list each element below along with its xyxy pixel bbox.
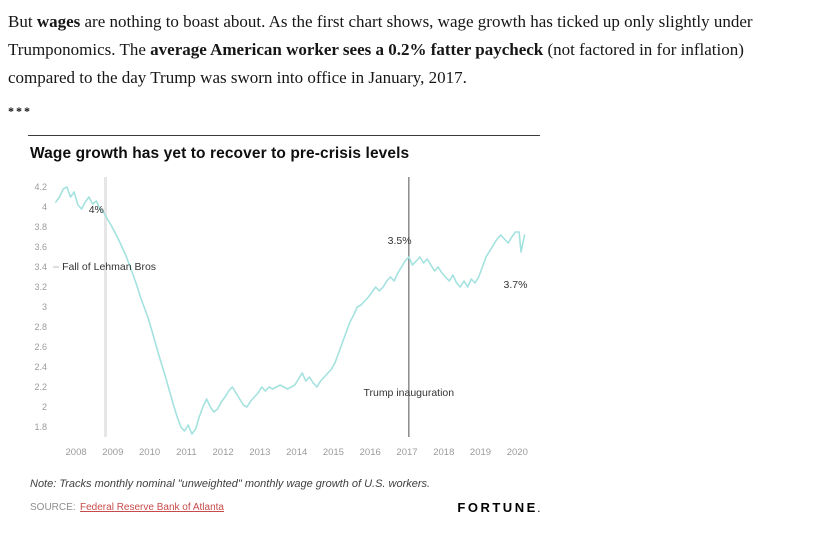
x-tick-label: 2020 (507, 447, 528, 458)
fortune-logo-text: FORTUNE (457, 500, 538, 515)
x-tick-label: 2018 (433, 447, 454, 458)
y-tick-label: 3 (42, 302, 47, 312)
y-tick-label: 1.8 (34, 422, 47, 432)
source-link[interactable]: Federal Reserve Bank of Atlanta (80, 502, 224, 513)
intro-text: (not factored in for inflation) compared… (8, 40, 744, 87)
brand-mark: . (537, 505, 540, 514)
x-tick-label: 2015 (323, 447, 344, 458)
x-tick-label: 2012 (213, 447, 234, 458)
x-tick-label: 2009 (102, 447, 123, 458)
wage-growth-line-chart: 4.2 4 3.8 3.6 3.4 3.2 3 2.8 2.6 2.4 2.2 2 1.8 2008 200… (34, 177, 528, 458)
fortune-logo: FORTUNE. (457, 500, 540, 515)
annotation-three-point-five-percent: 3.5% (388, 235, 412, 247)
y-tick-label: 2.2 (34, 382, 47, 392)
annotation-fall-of-lehman-bros: Fall of Lehman Bros (62, 261, 156, 273)
intro-text: are nothing to boast about. As the first… (8, 12, 753, 59)
intro-bold-text: average American worker sees a 0.2% fatt… (150, 40, 544, 59)
x-tick-label: 2014 (286, 447, 307, 458)
annotation-three-point-seven-percent: 3.7% (504, 279, 528, 291)
intro-bold-text: wages (36, 12, 81, 31)
y-tick-label: 2.4 (34, 362, 47, 372)
y-tick-label: 4.2 (34, 182, 47, 192)
y-tick-label: 3.6 (34, 242, 47, 252)
y-tick-label: 2 (42, 402, 47, 412)
y-tick-label: 3.4 (34, 262, 47, 272)
annotation-trump-inauguration: Trump inauguration (363, 387, 454, 399)
source-line: SOURCE: Federal Reserve Bank of Atlanta (30, 497, 224, 515)
y-tick-label: 2.8 (34, 322, 47, 332)
x-tick-label: 2008 (66, 447, 87, 458)
chart-note: Note: Tracks monthly nominal "unweighted… (30, 478, 431, 490)
x-tick-label: 2016 (360, 447, 381, 458)
section-break-asterisks: *** (8, 104, 32, 118)
y-tick-label: 3.2 (34, 282, 47, 292)
chart-title: Wage growth has yet to recover to pre-cr… (30, 145, 410, 162)
chart-card: Wage growth has yet to recover to pre-cr… (28, 135, 540, 515)
x-tick-label: 2019 (470, 447, 491, 458)
x-tick-label: 2010 (139, 447, 160, 458)
intro-paragraph: But wages are nothing to boast about. As… (8, 8, 806, 92)
y-tick-label: 3.8 (34, 222, 47, 232)
x-tick-label: 2017 (396, 447, 417, 458)
y-tick-label: 2.6 (34, 342, 47, 352)
source-label: SOURCE: (30, 502, 76, 513)
y-tick-label: 4 (42, 202, 47, 212)
annotation-four-percent: 4% (89, 204, 104, 216)
chart-footer: SOURCE: Federal Reserve Bank of Atlanta … (30, 497, 540, 515)
x-tick-label: 2013 (249, 447, 270, 458)
intro-text: But (8, 12, 37, 31)
wage-growth-series-line (54, 186, 526, 435)
x-tick-label: 2011 (176, 447, 196, 458)
